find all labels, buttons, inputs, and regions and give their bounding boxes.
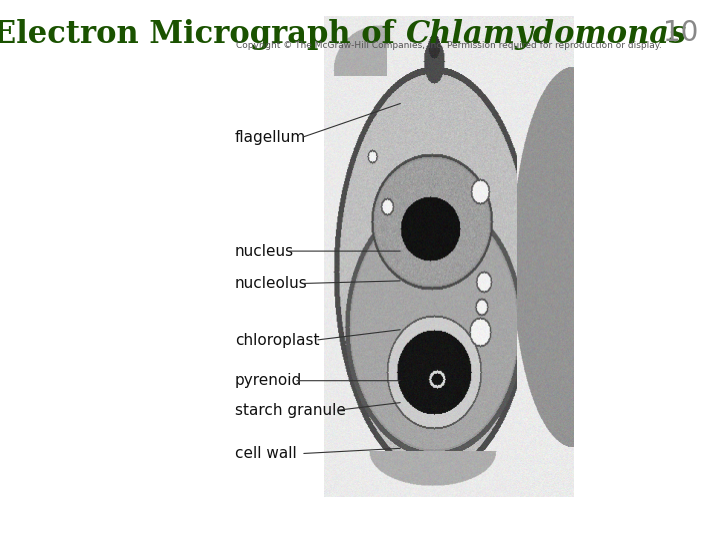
Text: cell wall: cell wall	[235, 446, 297, 461]
Text: starch granule: starch granule	[235, 403, 346, 418]
Text: nucleus: nucleus	[235, 244, 294, 259]
Text: Chlamydomonas: Chlamydomonas	[405, 19, 687, 50]
Text: pyrenoid: pyrenoid	[235, 373, 302, 388]
Text: nucleolus: nucleolus	[235, 276, 307, 291]
Text: Electron Micrograph of: Electron Micrograph of	[0, 19, 405, 50]
Text: 10: 10	[663, 19, 698, 47]
Text: flagellum: flagellum	[235, 130, 306, 145]
Text: Copyright © The McGraw-Hill Companies, Inc. Permission required for reproduction: Copyright © The McGraw-Hill Companies, I…	[236, 40, 662, 50]
Text: chloroplast: chloroplast	[235, 333, 320, 348]
